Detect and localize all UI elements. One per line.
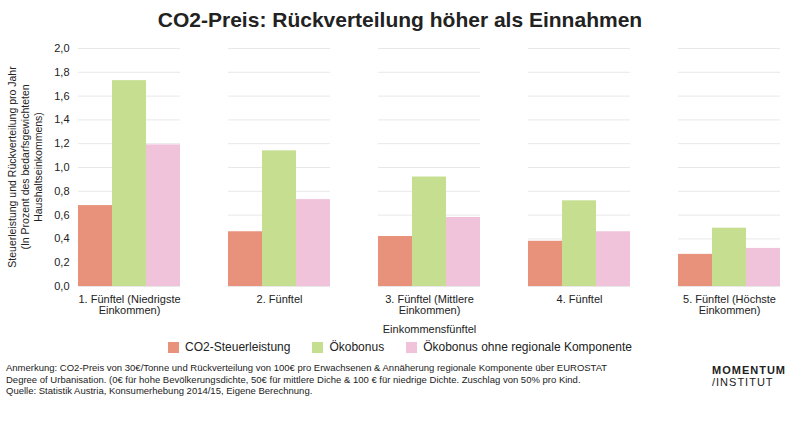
html-text:Quelle: Statistik Austria, Kon: Quelle: Statistik Austria, Konsumerhebun…: [6, 385, 313, 396]
svg-text:1,2: 1,2: [54, 137, 69, 149]
svg-text:1,8: 1,8: [54, 66, 69, 78]
svg-text:1,4: 1,4: [54, 113, 69, 125]
svg-text:1. Fünftel (NiedrigsteEinkomme: 1. Fünftel (NiedrigsteEinkommen): [78, 293, 180, 316]
html-text:CO2-Steuerleistung: CO2-Steuerleistung: [185, 340, 291, 354]
svg-text:2. Fünftel: 2. Fünftel: [257, 293, 303, 305]
svg-text:0,0: 0,0: [54, 280, 69, 292]
html-text:/INSTITUT: /INSTITUT: [712, 376, 774, 388]
html-text:Anmerkung: CO2-Preis von 30€/T: Anmerkung: CO2-Preis von 30€/Tonne und R…: [6, 362, 607, 385]
svg-text:0,8: 0,8: [54, 185, 69, 197]
svg-text:2,0: 2,0: [54, 42, 69, 54]
html-text:Steuerleistung und Rückverteil: Steuerleistung und Rückverteilung pro Ja…: [6, 66, 44, 268]
html-text:Ökobonus: Ökobonus: [329, 340, 385, 354]
svg-text:0,4: 0,4: [54, 232, 69, 244]
svg-text:1,0: 1,0: [54, 161, 69, 173]
svg-text:0,2: 0,2: [54, 256, 69, 268]
svg-text:1,6: 1,6: [54, 90, 69, 102]
svg-text:3. Fünftel (MittlereEinkommen): 3. Fünftel (MittlereEinkommen): [385, 293, 474, 316]
svg-text:4. Fünftel: 4. Fünftel: [557, 293, 603, 305]
svg-text:0,6: 0,6: [54, 209, 69, 221]
html-text:CO2-Preis: Rückverteilung höhe: CO2-Preis: Rückverteilung höher als Einn…: [157, 8, 643, 31]
svg-text:5. Fünftel (HöchsteEinkommen): 5. Fünftel (HöchsteEinkommen): [683, 293, 776, 316]
svg-text:Einkommensfünftel: Einkommensfünftel: [383, 323, 477, 335]
html-text:Ökobonus ohne regionale Kompon: Ökobonus ohne regionale Komponente: [423, 340, 632, 354]
html-text:MOMENTUM: MOMENTUM: [712, 364, 786, 376]
